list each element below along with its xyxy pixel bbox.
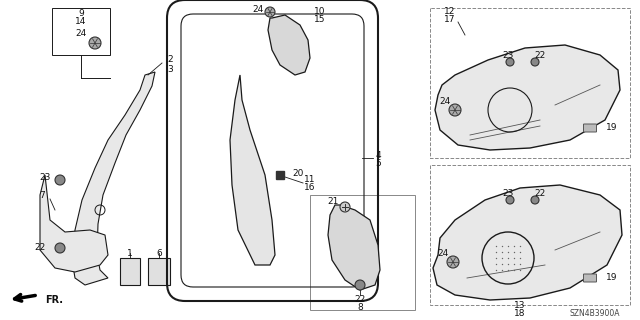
Text: 7: 7 (39, 190, 45, 199)
Text: 9: 9 (78, 10, 84, 19)
Text: 1: 1 (127, 249, 133, 258)
Text: 24: 24 (437, 250, 449, 259)
Text: 22: 22 (355, 295, 365, 305)
Text: 17: 17 (444, 15, 456, 25)
Circle shape (531, 58, 539, 66)
Circle shape (449, 104, 461, 116)
Text: SZN4B3900A: SZN4B3900A (570, 309, 620, 318)
Circle shape (55, 175, 65, 185)
Polygon shape (433, 185, 622, 300)
Circle shape (55, 243, 65, 253)
Circle shape (355, 280, 365, 290)
Text: 23: 23 (502, 51, 514, 60)
Polygon shape (230, 75, 275, 265)
Text: 6: 6 (156, 249, 162, 258)
Text: 22: 22 (534, 188, 546, 197)
Text: 12: 12 (444, 7, 456, 17)
Text: 24: 24 (76, 28, 86, 37)
Text: 3: 3 (167, 66, 173, 75)
Text: 24: 24 (252, 4, 264, 13)
Text: 16: 16 (304, 183, 316, 193)
Circle shape (531, 196, 539, 204)
Text: 14: 14 (76, 18, 86, 27)
Text: 4: 4 (375, 150, 381, 159)
Text: 24: 24 (440, 98, 451, 107)
Text: 8: 8 (357, 303, 363, 313)
Polygon shape (328, 205, 380, 290)
Text: 23: 23 (502, 188, 514, 197)
Circle shape (340, 202, 350, 212)
Text: 19: 19 (606, 124, 618, 132)
Text: 15: 15 (314, 15, 326, 25)
Text: 13: 13 (515, 300, 525, 309)
FancyBboxPatch shape (584, 124, 596, 132)
Polygon shape (40, 175, 108, 272)
Text: 22: 22 (534, 51, 546, 60)
Circle shape (447, 256, 459, 268)
Text: 11: 11 (304, 175, 316, 185)
Circle shape (506, 58, 514, 66)
Circle shape (506, 196, 514, 204)
Text: 2: 2 (167, 55, 173, 65)
Text: 19: 19 (606, 274, 618, 283)
Text: 21: 21 (327, 196, 339, 205)
Text: 22: 22 (35, 244, 45, 252)
Text: 23: 23 (39, 173, 51, 182)
Circle shape (265, 7, 275, 17)
Text: 10: 10 (314, 7, 326, 17)
Polygon shape (268, 15, 310, 75)
Polygon shape (72, 72, 155, 285)
Circle shape (89, 37, 101, 49)
Text: FR.: FR. (45, 295, 63, 305)
Text: 20: 20 (292, 169, 304, 178)
Text: 18: 18 (515, 308, 525, 317)
Text: 5: 5 (375, 158, 381, 167)
Polygon shape (148, 258, 170, 285)
FancyBboxPatch shape (584, 274, 596, 282)
Polygon shape (435, 45, 620, 150)
Polygon shape (120, 258, 140, 285)
